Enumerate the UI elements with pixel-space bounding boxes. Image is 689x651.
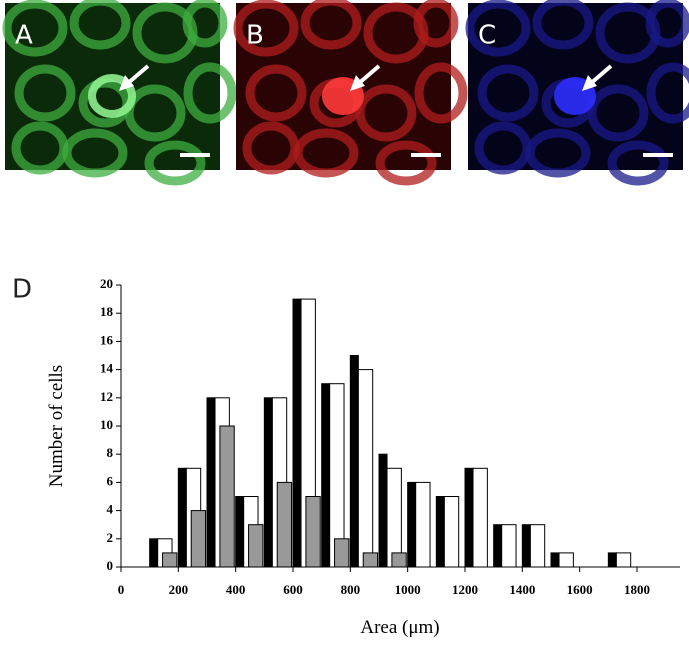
y-tick-label: 2 <box>107 530 114 545</box>
arrow-head <box>350 75 365 91</box>
bar <box>521 524 531 568</box>
cell <box>62 128 128 178</box>
panel-letter: D <box>12 275 32 305</box>
panel-letter: B <box>246 21 264 51</box>
bar <box>321 383 331 568</box>
bar <box>177 467 187 568</box>
x-tick-label: 400 <box>226 582 246 597</box>
bar <box>219 425 235 568</box>
x-tick-label: 200 <box>169 582 189 597</box>
cell <box>69 0 131 50</box>
cell <box>477 64 539 122</box>
image-panel: C <box>465 0 689 186</box>
x-axis-title: Area (μm) <box>360 617 439 638</box>
bar <box>190 510 207 568</box>
image-panels: A B C <box>2 0 689 186</box>
bar <box>386 467 402 568</box>
cell <box>14 64 76 122</box>
y-tick-label: 0 <box>107 558 114 573</box>
y-tick-label: 20 <box>100 276 113 291</box>
y-tick-label: 8 <box>107 445 114 460</box>
cell <box>587 84 649 142</box>
y-tick-label: 10 <box>100 417 113 432</box>
cell <box>183 62 237 124</box>
x-tick-label: 1600 <box>567 582 593 597</box>
cell <box>645 0 689 48</box>
cell <box>646 62 689 124</box>
bar <box>378 453 388 568</box>
cell <box>465 0 531 57</box>
bright-cell <box>88 74 136 118</box>
arrow-head <box>582 75 597 91</box>
arrow-head <box>119 75 134 91</box>
cell <box>532 0 594 50</box>
bar <box>607 552 617 568</box>
bar <box>263 397 273 568</box>
bar <box>391 552 407 568</box>
bar <box>349 355 359 568</box>
arrow-shaft <box>125 64 150 86</box>
y-tick-label: 6 <box>107 473 114 488</box>
x-tick-label: 1800 <box>624 582 650 597</box>
cell <box>2 0 68 57</box>
x-tick-label: 800 <box>341 582 361 597</box>
cell <box>525 128 591 178</box>
bar <box>276 481 293 568</box>
bar <box>162 552 178 568</box>
bar <box>206 397 216 568</box>
cell <box>375 140 437 186</box>
x-tick-label: 1000 <box>395 582 421 597</box>
cell <box>245 64 307 122</box>
arrow-shaft <box>588 64 613 86</box>
bar <box>443 496 460 568</box>
cell <box>144 140 206 186</box>
cell <box>182 0 228 48</box>
bar <box>362 552 379 568</box>
cell <box>124 84 186 142</box>
bar <box>248 524 264 568</box>
y-tick-label: 16 <box>100 332 114 347</box>
bar <box>472 467 488 568</box>
bar <box>550 552 560 568</box>
bar <box>615 552 632 568</box>
cell <box>300 0 362 50</box>
bar <box>292 298 302 568</box>
bar <box>529 524 546 568</box>
bar <box>305 496 321 568</box>
bar <box>435 496 445 568</box>
bar <box>407 481 417 568</box>
bar <box>493 524 503 568</box>
bar <box>501 524 517 568</box>
y-axis-title: Number of cells <box>46 365 67 487</box>
y-tick-label: 4 <box>107 502 114 517</box>
bar <box>415 481 431 568</box>
arrow-shaft <box>356 64 381 86</box>
bar <box>558 552 574 568</box>
bar <box>464 467 474 568</box>
y-tick-label: 12 <box>100 389 113 404</box>
y-tick-label: 14 <box>100 361 114 376</box>
bar <box>334 538 350 568</box>
x-tick-label: 600 <box>283 582 303 597</box>
bar <box>235 496 245 568</box>
bar <box>149 538 159 568</box>
panel-letter: C <box>478 21 496 51</box>
image-panel: A <box>2 0 237 186</box>
x-tick-label: 0 <box>118 582 125 597</box>
bar <box>357 369 374 568</box>
cell <box>607 140 669 186</box>
cell <box>355 84 417 142</box>
cell <box>233 0 299 57</box>
panel-letter: A <box>15 21 33 51</box>
image-panel: B <box>233 0 468 186</box>
cell <box>413 0 459 48</box>
y-tick-label: 18 <box>100 304 114 319</box>
cell <box>414 62 468 124</box>
x-tick-label: 1200 <box>452 582 478 597</box>
x-tick-label: 1400 <box>509 582 535 597</box>
cell <box>293 128 359 178</box>
